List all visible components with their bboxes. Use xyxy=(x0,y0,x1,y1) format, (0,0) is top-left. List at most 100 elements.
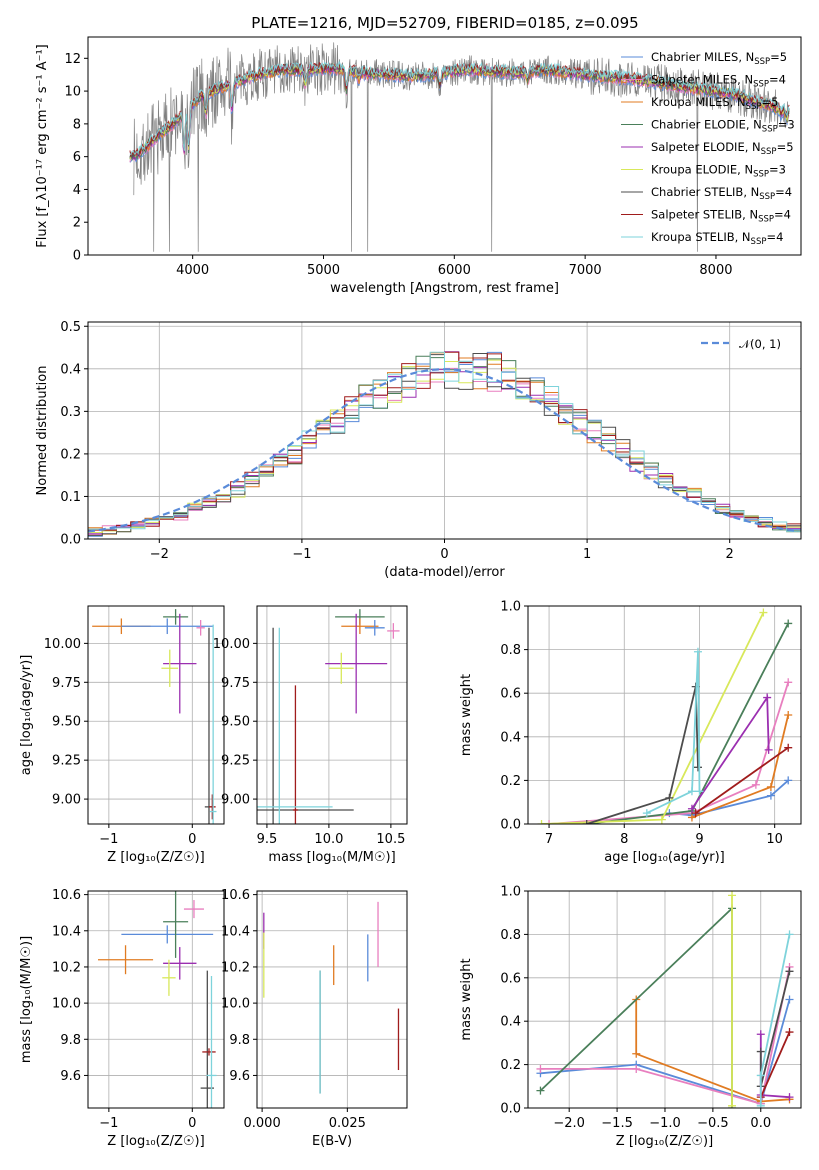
weight_vs_age-marker-kroupa_stelib xyxy=(695,787,704,796)
weight_vs_Z-xtick-label: 0.0 xyxy=(750,1116,771,1131)
age_vs_Z-frame xyxy=(87,605,225,825)
weight_vs_Z-marker-kroupa_elodie xyxy=(728,1101,737,1108)
age_vs_Z-ytick-label: 9.75 xyxy=(52,676,81,691)
weight_vs_age-marker-kroupa_stelib xyxy=(693,647,702,656)
weight_vs_Z-marker-salpeter_miles xyxy=(536,1064,545,1073)
spectrum-xtick-label: 7000 xyxy=(569,263,602,278)
weight_vs_age-marker-chabrier_elodie xyxy=(784,619,793,628)
weight_vs_age-marker-salpeter_elodie xyxy=(687,804,696,813)
age_vs_mass-ytick-label: 9.50 xyxy=(221,715,250,730)
legend-label-kroupa_stelib: Kroupa STELIB, NSSP=4 xyxy=(651,230,783,247)
weight_vs_age-marker-salpeter_miles xyxy=(545,820,554,824)
residuals-axes: −2 −1 0 1 2 0.0 0.1 0.2 0.3 0.4 0.5 (data-model)/er… xyxy=(35,320,801,580)
mass_vs_Z-point-salpeter_stelib xyxy=(202,1048,216,1056)
residuals-xtick-label: −1 xyxy=(292,547,311,562)
weight_vs_Z-ytick-label: 1.0 xyxy=(500,885,521,900)
weight_vs_age-marker-chabrier_miles xyxy=(766,791,775,800)
weight_vs_Z-ytick-label: 0.0 xyxy=(500,1102,521,1117)
weight_vs_age-marker-kroupa_elodie xyxy=(657,815,666,824)
age_vs_Z-point-kroupa_stelib xyxy=(209,624,217,824)
spectrum-ytick-label: 10 xyxy=(64,85,81,100)
weight_vs_Z-line-salpeter_stelib xyxy=(759,1031,791,1098)
mass_vs_Z-xtick-label: 0 xyxy=(188,1116,196,1131)
spectrum-ytick-label: 0 xyxy=(73,249,81,264)
spectrum-ytick-label: 4 xyxy=(73,183,81,198)
weight_vs_age-marker-chabrier_stelib xyxy=(665,793,674,802)
mass_vs_Z-axes: −1 0 9.6 9.8 10.0 10.2 10.4 10.6 Z [log₁₀(Z/Z☉)]… xyxy=(19,888,224,1149)
weight_vs_Z-line-chabrier_stelib xyxy=(759,971,791,1087)
weight_vs_age-marker-kroupa_miles xyxy=(784,711,793,719)
mass_vs_ebv-xlabel: E(B-V) xyxy=(312,1134,352,1149)
age_vs_mass-xtick-label: 10.0 xyxy=(314,832,343,847)
weight_vs_Z-marker-chabrier_elodie xyxy=(536,1086,545,1095)
mass_vs_Z-xtick-label: −1 xyxy=(99,1116,118,1131)
weight_vs_age-marker-salpeter_stelib xyxy=(784,743,793,752)
residuals-xlabel: (data-model)/error xyxy=(384,565,505,580)
mass_vs_Z-ytick-label: 9.6 xyxy=(60,1069,81,1084)
spectrum-data-line xyxy=(133,42,789,252)
weight_vs_age-xtick-label: 10 xyxy=(766,832,783,847)
legend-label-chabrier_elodie: Chabrier ELODIE, NSSP=3 xyxy=(651,118,795,135)
spectrum-axes: 4000 5000 6000 7000 8000 0 2 4 6 8 10 12 wavelength … xyxy=(35,44,733,296)
weight_vs_Z-plot-area xyxy=(536,891,794,1108)
weight_vs_age-ytick-label: 0.0 xyxy=(500,818,521,833)
weight_vs_Z-ytick-label: 0.6 xyxy=(500,971,521,986)
mass_vs_Z-ytick-label: 10.4 xyxy=(52,924,81,939)
age_vs_mass-plot-area xyxy=(257,609,400,824)
weight_vs_age-marker-kroupa_elodie xyxy=(537,820,546,824)
mass_vs_Z-point-salpeter_elodie xyxy=(163,947,197,980)
age_vs_Z-xtick-label: 0 xyxy=(188,832,196,847)
weight_vs_Z-ytick-label: 0.4 xyxy=(500,1015,521,1030)
weight_vs_Z-marker-kroupa_miles xyxy=(632,1049,641,1058)
weight_vs_age-line-salpeter_stelib xyxy=(695,746,789,814)
residuals-xtick-label: −2 xyxy=(150,547,169,562)
spectrum-xlabel: wavelength [Angstrom, rest frame] xyxy=(330,281,559,296)
age_vs_Z-point-salpeter_miles xyxy=(196,620,205,636)
weight_vs_age-ytick-label: 1.0 xyxy=(500,600,521,615)
age_vs_mass-xlabel: mass [log₁₀(M/M☉)] xyxy=(268,850,395,865)
residuals-xtick-label: 1 xyxy=(583,547,591,562)
weight_vs_Z-marker-kroupa_stelib xyxy=(756,1071,765,1080)
mass_vs_Z-plot-area xyxy=(98,891,217,1108)
weight_vs_age-marker-chabrier_miles xyxy=(784,776,793,785)
weight_vs_age-marker-chabrier_stelib xyxy=(582,820,591,824)
age_vs_Z-point-chabrier_miles xyxy=(121,618,214,635)
legend-label-gauss: 𝒩(0, 1) xyxy=(739,337,781,351)
age_vs_mass-xtick-label: 9.5 xyxy=(257,832,278,847)
spectrum-plot-area xyxy=(129,42,790,252)
mass_vs_ebv-plot-area xyxy=(263,901,400,1094)
mass_vs_Z-ytick-label: 10.6 xyxy=(52,888,81,903)
weight_vs_Z-ytick-label: 0.2 xyxy=(500,1058,521,1073)
residuals-legend: 𝒩(0, 1) xyxy=(701,337,781,351)
legend-label-salpeter_stelib: Salpeter STELIB, NSSP=4 xyxy=(651,208,791,225)
residuals-ylabel: Normed distribution xyxy=(35,366,50,496)
weight_vs_age-line-kroupa_stelib xyxy=(646,651,701,814)
mass_vs_ebv-ytick-label: 10.6 xyxy=(221,888,250,903)
spectrum-ytick-label: 12 xyxy=(64,52,81,67)
weight_vs_Z-line-salpeter_miles xyxy=(540,966,791,1105)
weight_vs_Z-marker-kroupa_elodie xyxy=(728,891,737,900)
mass_vs_Z-ytick-label: 10.2 xyxy=(52,960,81,975)
weight_vs_Z-marker-chabrier_miles xyxy=(785,995,794,1004)
weight_vs_age-marker-kroupa_elodie xyxy=(759,608,768,617)
weight_vs_Z-xlabel: Z [log₁₀(Z/Z☉)] xyxy=(616,1134,713,1149)
spectrum-xtick-label: 4000 xyxy=(176,263,209,278)
age_vs_Z-ylabel: age [log₁₀(age/yr)] xyxy=(19,655,34,776)
legend-label-kroupa_miles: Kroupa MILES, NSSP=5 xyxy=(651,95,778,112)
age_vs_Z-point-chabrier_elodie xyxy=(163,609,189,625)
spectrum-ytick-label: 6 xyxy=(73,150,81,165)
weight_vs_age-xlabel: age [log₁₀(age/yr)] xyxy=(604,850,725,865)
residuals-ytick-label: 0.0 xyxy=(60,533,81,548)
weight_vs_age-line-kroupa_elodie xyxy=(541,612,765,824)
weight_vs_age-marker-salpeter_miles xyxy=(784,678,793,687)
age_vs_Z-point-kroupa_elodie xyxy=(161,649,179,687)
spectrum-xtick-label: 6000 xyxy=(438,263,471,278)
weight_vs_Z-marker-kroupa_stelib xyxy=(785,930,794,939)
spectrum-xtick-label: 5000 xyxy=(307,263,340,278)
age_vs_Z-xtick-label: −1 xyxy=(99,832,118,847)
mass_vs_Z-point-kroupa_stelib xyxy=(206,975,217,1108)
age_vs_Z-xlabel: Z [log₁₀(Z/Z☉)] xyxy=(107,850,204,865)
age_vs_mass-ytick-label: 9.75 xyxy=(221,676,250,691)
residuals-ytick-label: 0.4 xyxy=(60,362,81,377)
mass_vs_Z-point-kroupa_elodie xyxy=(162,959,176,996)
